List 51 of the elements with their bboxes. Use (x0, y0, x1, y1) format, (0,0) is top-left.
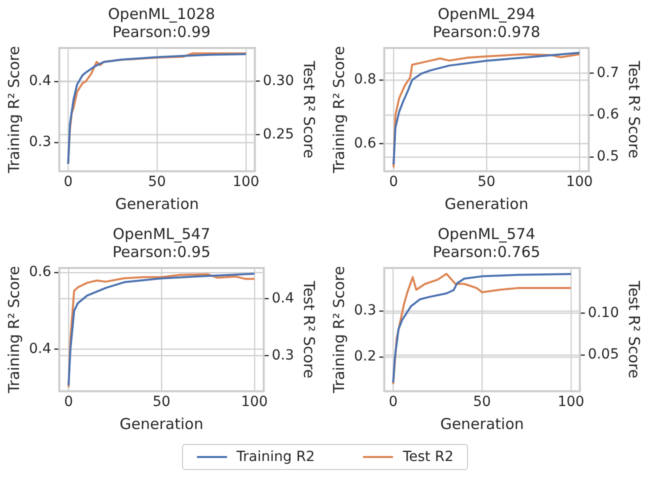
x-tick-label: 50 (473, 394, 491, 410)
chart-subtitle: Pearson:0.99 (112, 22, 211, 41)
y2-tick-label: 0.6 (596, 106, 620, 123)
y-tick-label: 0.8 (354, 72, 376, 88)
y-tick-label: 0.3 (354, 302, 376, 319)
y-axis-title: Training R² Score (4, 46, 23, 174)
x-axis-title: Generation (444, 194, 528, 213)
x-tick-label: 0 (64, 394, 74, 410)
chart-title: OpenML_574 (438, 224, 536, 243)
y2-axis-title: Test R² Score (625, 60, 644, 158)
x-axis-title: Generation (120, 414, 204, 433)
y-tick-label: 0.6 (354, 135, 376, 152)
y2-tick-label: 0.25 (262, 126, 294, 142)
y2-axis-title: Test R² Score (300, 60, 318, 158)
x-tick-label: 0 (389, 174, 398, 190)
chart-title: OpenML_547 (112, 224, 210, 243)
y2-axis-title: Test R² Score (625, 280, 644, 378)
y-tick-label: 0.4 (29, 73, 52, 90)
x-axis-title: Generation (115, 194, 199, 213)
y2-tick-label: 0.10 (588, 304, 619, 321)
x-tick-label: 50 (148, 174, 166, 190)
x-tick-label: 50 (152, 394, 170, 410)
y2-tick-label: 0.7 (596, 64, 619, 81)
chart-title: OpenML_1028 (108, 4, 216, 23)
x-tick-label: 100 (566, 174, 593, 190)
y-tick-label: 0.2 (354, 348, 376, 365)
y2-tick-label: 0.5 (596, 148, 619, 165)
x-tick-label: 100 (558, 394, 584, 410)
y-axis-title: Training R² Score (330, 46, 348, 174)
y2-tick-label: 0.3 (272, 347, 294, 364)
chart-subtitle: Pearson:0.95 (112, 242, 211, 261)
x-tick-label: 0 (388, 394, 398, 410)
chart-subtitle: Pearson:0.765 (432, 242, 540, 261)
x-tick-label: 50 (478, 174, 496, 190)
y-tick-label: 0.4 (29, 340, 52, 357)
y2-tick-label: 0.4 (272, 290, 294, 306)
chart-title: OpenML_294 (438, 4, 536, 23)
y-tick-label: 0.6 (29, 264, 52, 280)
x-tick-label: 100 (241, 394, 268, 410)
y2-axis-title: Test R² Score (300, 280, 318, 378)
y-axis-title: Training R² Score (4, 266, 23, 394)
y-axis-title: Training R² Score (330, 266, 348, 394)
y-tick-label: 0.3 (29, 134, 52, 150)
y2-tick-label: 0.30 (262, 72, 294, 89)
x-axis-title: Generation (440, 414, 524, 433)
x-tick-label: 0 (64, 174, 73, 190)
chart-subtitle: Pearson:0.978 (432, 22, 540, 41)
y2-tick-label: 0.05 (588, 346, 619, 363)
legend-label: Test R2 (402, 449, 454, 465)
legend-label: Training R2 (236, 449, 315, 465)
x-tick-label: 100 (232, 174, 260, 190)
